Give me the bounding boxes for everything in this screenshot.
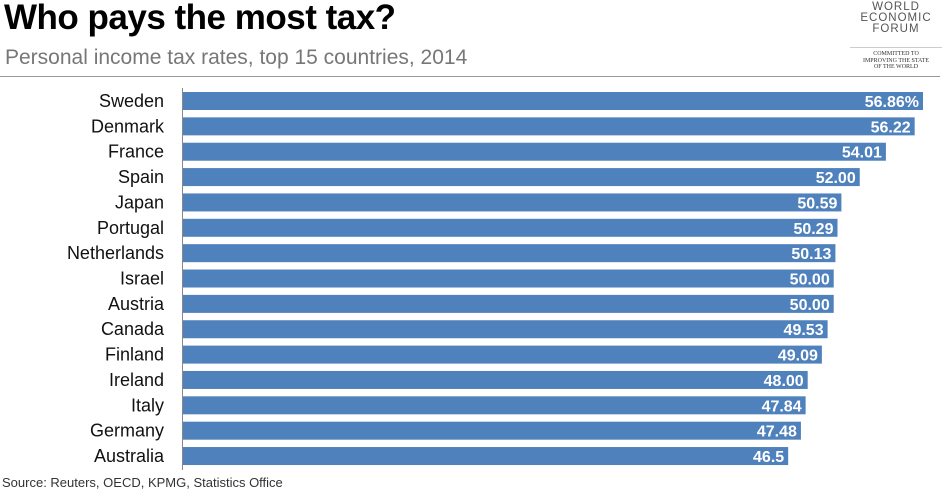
category-label: Canada <box>101 319 165 339</box>
bar-australia <box>183 447 789 466</box>
data-label: 56.86% <box>865 94 919 111</box>
bar-austria <box>183 294 834 313</box>
category-label: Israel <box>120 269 164 289</box>
logo-tagline: COMMITTED TO IMPROVING THE STATE OF THE … <box>850 47 942 71</box>
bar-italy <box>183 396 806 415</box>
header-divider <box>0 76 940 77</box>
logo-line: FORUM <box>872 23 920 35</box>
logo-tagline-1: COMMITTED TO <box>873 51 919 57</box>
data-label: 50.29 <box>793 221 833 238</box>
category-label: Australia <box>94 446 165 466</box>
logo-tagline-3: OF THE WORLD <box>873 64 919 70</box>
category-label: Denmark <box>91 116 165 136</box>
bar-ireland <box>183 370 808 389</box>
category-label: Germany <box>90 421 164 441</box>
data-label: 56.22 <box>871 119 911 136</box>
chart-title: Who pays the most tax? <box>4 0 396 37</box>
logo-line: WORLD <box>872 1 920 13</box>
category-label: Italy <box>131 395 164 415</box>
bar-netherlands <box>183 244 836 263</box>
bar-spain <box>183 168 860 187</box>
bar-canada <box>183 320 828 339</box>
data-label: 50.59 <box>797 195 837 212</box>
data-label: 48.00 <box>764 373 804 390</box>
data-label: 54.01 <box>842 145 882 162</box>
category-label: Austria <box>108 294 165 314</box>
bar-sweden <box>183 92 923 110</box>
data-label: 50.00 <box>790 297 830 314</box>
bar-portugal <box>183 218 838 237</box>
category-label: Ireland <box>109 370 164 390</box>
category-label: Sweden <box>99 91 164 111</box>
bar-israel <box>183 269 834 288</box>
data-label: 46.5 <box>753 449 784 466</box>
source-note: Source: Reuters, OECD, KPMG, Statistics … <box>2 475 283 490</box>
data-label: 50.13 <box>791 246 831 263</box>
data-label: 49.09 <box>778 348 818 365</box>
category-label: Spain <box>118 167 164 187</box>
bar-denmark <box>183 117 915 136</box>
data-label: 52.00 <box>816 170 856 187</box>
category-label: France <box>108 142 164 162</box>
data-label: 50.00 <box>790 272 830 289</box>
bar-japan <box>183 193 842 212</box>
data-label: 49.53 <box>784 322 824 339</box>
category-label: Portugal <box>97 218 164 238</box>
category-label: Japan <box>115 192 164 212</box>
bar-finland <box>183 345 822 364</box>
chart-subtitle: Personal income tax rates, top 15 countr… <box>5 46 468 69</box>
bar-germany <box>183 421 801 440</box>
wef-logo: WORLD ECONOMIC FORUM COMMITTED TO IMPROV… <box>850 1 942 71</box>
logo-tagline-2: IMPROVING THE STATE <box>862 57 930 64</box>
logo-line: ECONOMIC <box>860 12 932 24</box>
data-label: 47.84 <box>762 398 802 415</box>
category-label: Netherlands <box>67 243 164 263</box>
data-label: 47.48 <box>757 424 797 441</box>
category-label: Finland <box>105 345 164 365</box>
bar-france <box>183 142 886 161</box>
